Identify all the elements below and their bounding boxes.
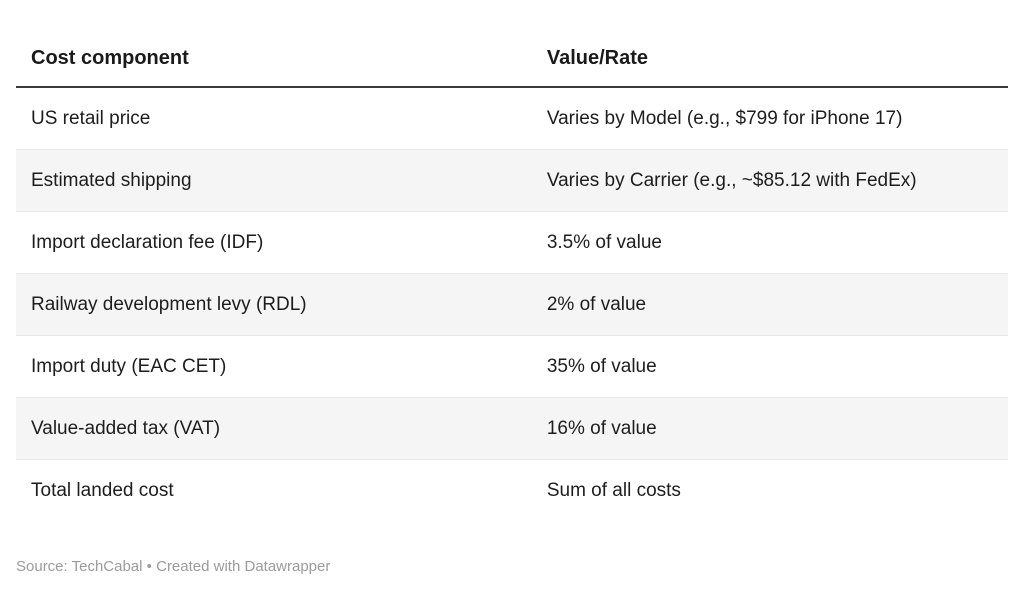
cell-value-rate: 3.5% of value (531, 211, 1008, 274)
cell-cost-component: Estimated shipping (16, 149, 532, 212)
datawrapper-attribution-link[interactable]: Created with Datawrapper (156, 558, 331, 575)
table-row: Import duty (EAC CET) 35% of value (16, 335, 1008, 398)
table-row: Total landed cost Sum of all costs (16, 459, 1008, 521)
cell-cost-component: Import duty (EAC CET) (16, 335, 532, 398)
table-row: US retail price Varies by Model (e.g., $… (16, 87, 1008, 150)
source-attribution: Source: TechCabal • Created with Datawra… (16, 557, 1008, 577)
cost-table: Cost component Value/Rate US retail pric… (16, 45, 1008, 521)
source-label: Source: (16, 558, 68, 575)
cell-cost-component: Railway development levy (RDL) (16, 273, 532, 336)
datawrapper-table-embed: Cost component Value/Rate US retail pric… (16, 45, 1008, 577)
cell-value-rate: 16% of value (531, 397, 1008, 460)
cell-value-rate: Sum of all costs (531, 459, 1008, 521)
table-row: Estimated shipping Varies by Carrier (e.… (16, 149, 1008, 212)
cell-cost-component: US retail price (31, 108, 151, 129)
cell-cost-component: Total landed cost (16, 459, 532, 521)
table-row: Import declaration fee (IDF) 3.5% of val… (16, 211, 1008, 274)
column-header-cost-component: Cost component (16, 45, 532, 88)
cell-value-rate: Varies by Carrier (e.g., ~$85.12 with Fe… (531, 149, 1008, 212)
source-link[interactable]: TechCabal (71, 558, 143, 575)
table-row: Railway development levy (RDL) 2% of val… (16, 273, 1008, 336)
cell-value-rate: 35% of value (531, 335, 1008, 398)
cell-value-rate: 2% of value (531, 273, 1008, 336)
table-body: US retail price Varies by Model (e.g., $… (16, 87, 1008, 521)
column-header-value-rate: Value/Rate (531, 45, 1008, 88)
cell-value-rate: Varies by Model (e.g., $799 for iPhone 1… (546, 108, 903, 129)
table-row: Value-added tax (VAT) 16% of value (16, 397, 1008, 460)
table-header: Cost component Value/Rate (16, 45, 1008, 88)
separator-dot: • (146, 558, 152, 575)
cell-cost-component: Import declaration fee (IDF) (16, 211, 532, 274)
cell-cost-component: Value-added tax (VAT) (16, 397, 532, 460)
header-row: Cost component Value/Rate (16, 45, 1008, 88)
